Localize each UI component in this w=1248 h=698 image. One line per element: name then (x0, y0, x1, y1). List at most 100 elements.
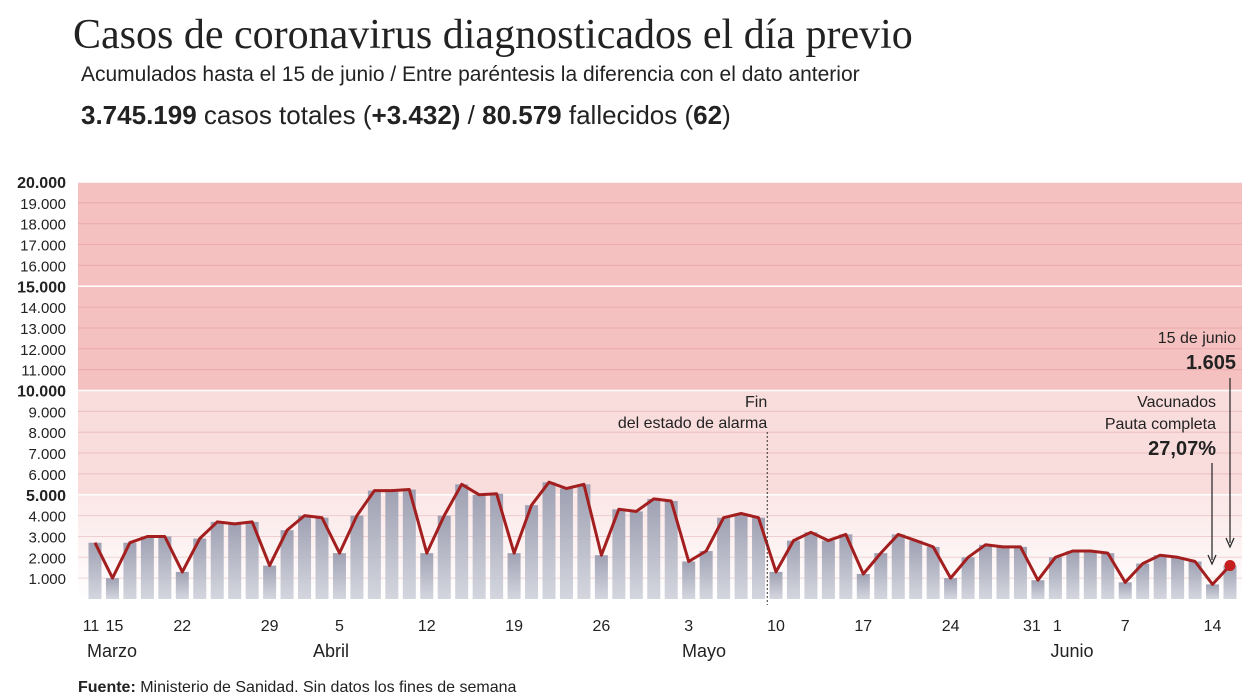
line (93, 480, 1232, 586)
bar (874, 553, 888, 599)
summary: 3.745.199 casos totales (+3.432) / 80.57… (81, 100, 731, 130)
bar (1031, 580, 1045, 599)
bar (350, 515, 364, 599)
y-tick-label: 8.000 (28, 425, 66, 442)
bar (734, 513, 748, 599)
bar (280, 530, 294, 599)
bar (1206, 584, 1220, 599)
bar (594, 555, 608, 599)
bar (664, 501, 678, 599)
arrow-head (1225, 537, 1235, 549)
y-tick-label: 11.000 (21, 363, 66, 380)
bar (979, 544, 993, 599)
summary-part: casos totales ( (197, 100, 372, 130)
source-part: Fuente: (78, 679, 136, 696)
y-tick-label: 15.000 (17, 279, 66, 296)
bar (210, 521, 224, 599)
y-tick-label: 18.000 (20, 217, 66, 234)
x-tick-label: 17 (854, 618, 872, 635)
bar (996, 546, 1010, 599)
source-part: Ministerio de Sanidad. Sin datos los fin… (136, 679, 517, 696)
y-tick-label: 4.000 (28, 509, 66, 526)
bar (891, 534, 905, 599)
annotation: Pauta completa (1105, 416, 1216, 433)
month-label: Mayo (682, 641, 726, 661)
x-tick-label: 12 (418, 618, 436, 635)
bar (332, 553, 346, 599)
y-tick-label: 2.000 (28, 550, 66, 567)
bar (263, 565, 277, 599)
bar (385, 490, 399, 599)
summary-part: 3.745.199 (81, 100, 197, 130)
y-tick-label: 6.000 (28, 467, 66, 484)
bar (490, 493, 504, 599)
bar (839, 534, 853, 599)
annotation: Vacunados (1137, 394, 1216, 411)
bar (804, 532, 818, 599)
y-tick-label: 20.000 (17, 175, 66, 192)
bar (647, 498, 661, 599)
bar (856, 573, 870, 599)
bar (909, 540, 923, 599)
bar (1136, 563, 1150, 599)
bar (961, 557, 975, 599)
bar (298, 515, 312, 599)
bar (1153, 555, 1167, 599)
bar (1013, 546, 1027, 599)
bar (752, 517, 766, 599)
bar (525, 505, 539, 599)
month-label: Abril (313, 641, 349, 661)
bar (105, 578, 119, 599)
y-tick-label: 16.000 (20, 258, 66, 275)
source: Fuente: Ministerio de Sanidad. Sin datos… (78, 679, 517, 696)
x-tick-label: 11 (83, 618, 100, 635)
annotation-value: 27,07% (1148, 438, 1216, 460)
bar (786, 540, 800, 599)
x-tick-label: 14 (1204, 618, 1222, 635)
bar (367, 490, 381, 599)
annotation: 15 de junio (1158, 330, 1236, 347)
x-tick-label: 1 (1053, 618, 1062, 635)
bar (1223, 565, 1237, 599)
bar (507, 553, 521, 599)
x-tick-label: 3 (684, 618, 693, 635)
x-tick-label: 10 (767, 618, 785, 635)
y-tick-label: 12.000 (20, 342, 66, 359)
last-point (1224, 560, 1236, 572)
bar (629, 511, 643, 599)
bar (612, 509, 626, 599)
bar (1083, 551, 1097, 599)
bar (228, 523, 242, 599)
bar (140, 536, 154, 599)
bar (1171, 557, 1185, 599)
y-tick-label: 10.000 (17, 384, 66, 401)
bar (1188, 561, 1202, 599)
bar (437, 515, 451, 599)
bar (769, 571, 783, 599)
x-tick-label: 5 (335, 618, 344, 635)
arrow-head (1207, 554, 1217, 566)
annotation: del estado de alarma (618, 415, 768, 432)
summary-part: 62 (693, 100, 722, 130)
bar (472, 494, 486, 599)
month-label: Marzo (87, 641, 137, 661)
y-tick-label: 14.000 (20, 300, 66, 317)
bar (1066, 551, 1080, 599)
bar (926, 546, 940, 599)
y-tick-label: 7.000 (28, 446, 66, 463)
summary-part: fallecidos ( (562, 100, 694, 130)
annotation: Fin (745, 394, 767, 411)
bar (944, 578, 958, 599)
chart-title: Casos de coronavirus diagnosticados el d… (73, 12, 913, 58)
x-tick-label: 7 (1121, 618, 1130, 635)
summary-part: ) (722, 100, 731, 130)
y-tick-label: 13.000 (20, 321, 66, 338)
x-tick-label: 22 (173, 618, 191, 635)
bar (420, 553, 434, 599)
bar (315, 517, 329, 599)
bar (559, 488, 573, 599)
bar (821, 540, 835, 599)
y-tick-label: 1.000 (28, 571, 66, 588)
bar (1048, 557, 1062, 599)
